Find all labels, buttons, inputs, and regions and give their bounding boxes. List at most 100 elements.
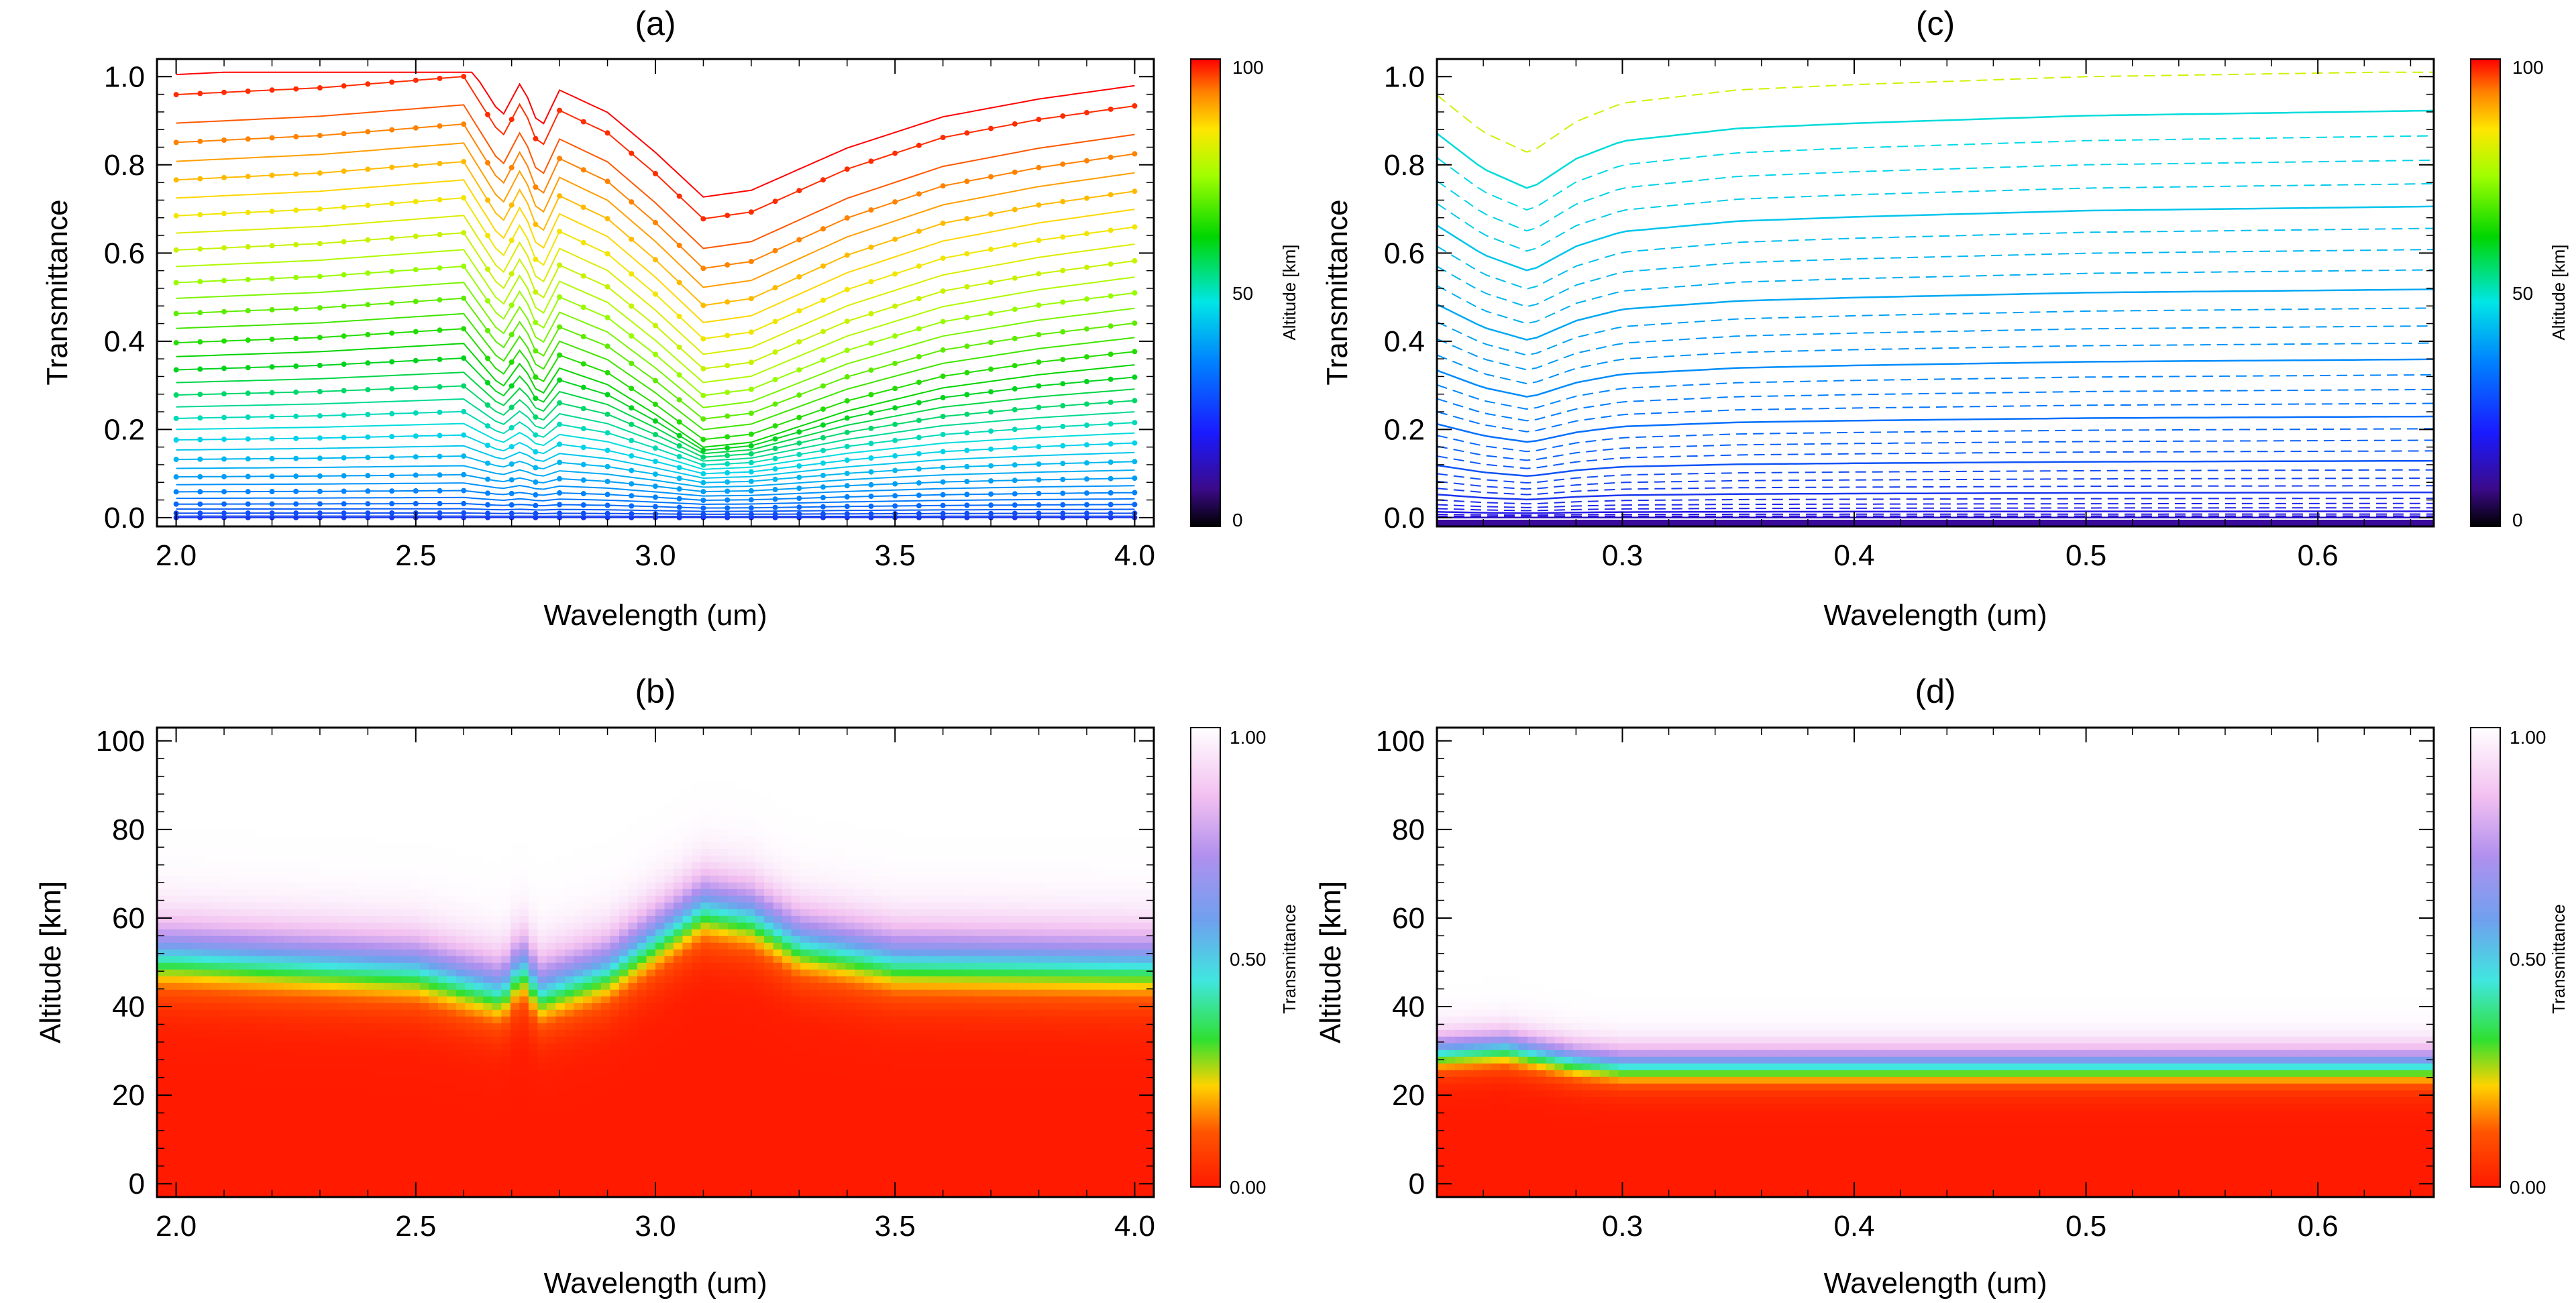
heatmap-cell (284, 862, 294, 869)
heatmap-cell (274, 1137, 284, 1144)
heatmap-cell (166, 882, 176, 889)
data-point (413, 233, 419, 239)
heatmap-cell (411, 1090, 421, 1097)
heatmap-cell (175, 949, 185, 956)
heatmap-cell (555, 982, 566, 990)
heatmap-cell (429, 788, 439, 795)
heatmap-cell (356, 915, 366, 923)
heatmap-cell (274, 801, 284, 809)
heatmap-cell (501, 915, 511, 923)
heatmap-cell (564, 1150, 575, 1157)
heatmap-cell (274, 942, 284, 950)
heatmap-cell (465, 748, 475, 755)
heatmap-cell (574, 1090, 584, 1097)
heatmap-cell (637, 1050, 647, 1057)
heatmap-cell (492, 848, 502, 856)
heatmap-cell (637, 1096, 647, 1104)
heatmap-cell (610, 909, 620, 916)
heatmap-cell (284, 1003, 294, 1010)
data-point (580, 239, 586, 245)
heatmap-cell (320, 1083, 330, 1090)
heatmap-cell (274, 775, 284, 782)
heatmap-cell (274, 754, 284, 762)
heatmap-cell (157, 1070, 167, 1077)
heatmap-cell (320, 862, 330, 869)
heatmap-cell (592, 754, 602, 762)
data-point (413, 267, 419, 273)
heatmap-cell (311, 828, 321, 836)
heatmap-cell (455, 1170, 466, 1178)
heatmap-cell (465, 1003, 475, 1010)
x-tick-label: 0.3 (1602, 539, 1643, 572)
heatmap-cell (555, 1137, 566, 1144)
heatmap-cell (510, 1137, 521, 1144)
heatmap-cell (474, 895, 484, 903)
heatmap-cell (455, 1130, 466, 1137)
heatmap-cell (302, 1083, 312, 1090)
heatmap-cell (356, 1009, 366, 1017)
heatmap-cell (546, 1103, 557, 1111)
heatmap-cell (637, 936, 647, 943)
heatmap-cell (528, 1029, 539, 1037)
heatmap-cell (320, 875, 330, 883)
heatmap-cell (220, 788, 230, 795)
heatmap-cell (510, 1056, 521, 1064)
heatmap-cell (510, 842, 521, 849)
heatmap-cell (220, 1164, 230, 1171)
heatmap-cell (311, 949, 321, 956)
heatmap-cell (248, 1143, 258, 1151)
heatmap-cell (501, 1009, 511, 1017)
data-point (533, 396, 539, 401)
heatmap-cell (419, 788, 430, 795)
heatmap-cell (528, 1164, 539, 1171)
heatmap-cell (447, 989, 457, 997)
heatmap-cell (465, 882, 475, 889)
heatmap-cell (592, 1023, 602, 1030)
heatmap-cell (619, 915, 629, 923)
heatmap-cell (365, 1164, 375, 1171)
heatmap-cell (628, 882, 638, 889)
heatmap-cell (302, 895, 312, 903)
heatmap-cell (637, 754, 647, 762)
heatmap-cell (266, 862, 276, 869)
heatmap-cell (338, 822, 348, 829)
heatmap-cell (628, 982, 638, 990)
heatmap-cell (166, 875, 176, 883)
data-point (461, 195, 467, 201)
data-point (748, 359, 754, 365)
heatmap-cell (338, 929, 348, 936)
heatmap-cell (202, 1177, 212, 1184)
heatmap-cell (329, 1076, 339, 1084)
heatmap-cell (411, 982, 421, 990)
heatmap-cell (555, 882, 566, 889)
heatmap-cell (519, 909, 529, 916)
heatmap-cell (465, 982, 475, 990)
heatmap-cell (184, 1009, 194, 1017)
heatmap-cell (248, 936, 258, 943)
heatmap-cell (574, 1164, 584, 1171)
heatmap-cell (437, 1150, 448, 1157)
heatmap-cell (229, 868, 239, 876)
heatmap-cell (564, 1143, 575, 1151)
heatmap-cell (202, 1117, 212, 1124)
heatmap-cell (157, 748, 167, 755)
heatmap-cell (383, 868, 393, 876)
heatmap-cell (537, 1036, 547, 1043)
heatmap-cell (429, 976, 439, 983)
heatmap-cell (302, 1130, 312, 1137)
heatmap-cell (519, 1103, 529, 1111)
heatmap-cell (455, 768, 466, 775)
heatmap-cell (166, 902, 176, 909)
heatmap-cell (365, 1063, 375, 1070)
heatmap-cell (175, 795, 185, 802)
heatmap-cell (274, 936, 284, 943)
data-point (916, 435, 922, 441)
heatmap-cell (320, 929, 330, 936)
heatmap-cell (600, 842, 611, 849)
heatmap-cell (338, 788, 348, 795)
data-point (1012, 335, 1018, 341)
heatmap-cell (229, 929, 239, 936)
heatmap-cell (383, 929, 393, 936)
heatmap-cell (619, 929, 629, 936)
heatmap-cell (429, 728, 439, 735)
